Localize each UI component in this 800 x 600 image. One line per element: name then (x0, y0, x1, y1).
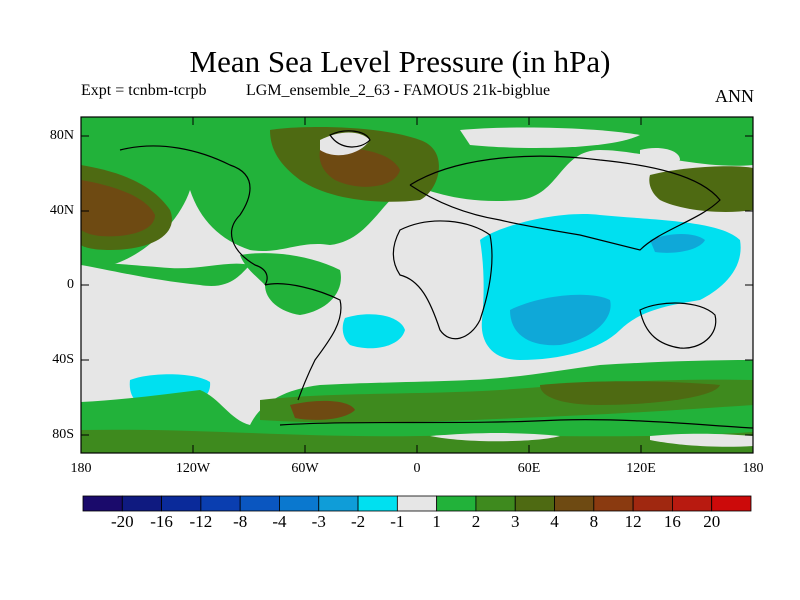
colorbar-swatch-8 (396, 495, 438, 512)
colorbar-swatch-5 (279, 495, 320, 512)
colorbar-label-6: -2 (350, 512, 366, 531)
positive-2-north (81, 117, 753, 267)
colorbar-label-14: 16 (663, 512, 681, 531)
colorbar-swatch-9 (436, 495, 477, 512)
lon-label-120w: 120W (175, 461, 211, 476)
colorbar-label-12: 8 (589, 512, 599, 531)
positive-2-epacific (81, 262, 250, 286)
neutral-patch-ne (640, 148, 680, 166)
colorbar-label-11: 4 (550, 512, 559, 531)
colorbar-swatch-2 (161, 495, 202, 512)
negative-2-wpacific (650, 234, 705, 253)
lon-ticks (192, 117, 642, 453)
colorbar-label-2: -12 (189, 512, 213, 531)
lon-label-180e: 180 (742, 461, 764, 476)
colorbar-label-10: 3 (510, 512, 520, 531)
positive-4-asia (649, 166, 753, 212)
positive-8-natlantic (319, 148, 400, 187)
colorbar-label-8: 1 (432, 512, 441, 531)
colorbar-swatch-14 (632, 495, 673, 512)
colorbar-swatch-11 (514, 495, 555, 512)
lon-label-60w: 60W (291, 461, 319, 476)
colorbar-swatch-4 (239, 495, 280, 512)
colorbar-swatch-16 (711, 495, 752, 512)
positive-4-southern-east (540, 381, 720, 405)
lon-label-0: 0 (413, 461, 421, 476)
north-america-coast (119, 145, 268, 286)
lat-label-0: 0 (67, 277, 74, 292)
colorbar (82, 495, 752, 512)
pressure-field (81, 117, 753, 453)
south-america-coast (264, 283, 342, 401)
colorbar-swatch-3 (200, 495, 241, 512)
lon-label-180w: 180 (70, 461, 92, 476)
colorbar-swatch-1 (121, 495, 162, 512)
greenland-coast (329, 130, 371, 148)
neutral-antarctic-patch (430, 433, 560, 442)
season-label: ANN (715, 86, 754, 106)
colorbar-label-7: -1 (390, 512, 405, 531)
colorbar-label-3: -8 (233, 512, 248, 531)
experiment-label: Expt = tcnbm-tcrpb (81, 82, 207, 99)
coastlines (119, 130, 753, 429)
lat-label-40n: 40N (49, 203, 74, 218)
australia-coast (639, 302, 717, 349)
colorbar-label-4: -4 (272, 512, 287, 531)
neutral-antarctic-patch-east (650, 433, 753, 447)
africa-coast (392, 220, 493, 340)
colorbar-swatch-12 (554, 495, 595, 512)
positive-8-southern-west (290, 400, 355, 420)
colorbar-swatch-15 (672, 495, 713, 512)
positive-8-npacific (81, 180, 155, 237)
positive-3-antarctic (81, 429, 753, 453)
colorbar-label-0: -20 (110, 512, 134, 531)
colorbar-label-5: -3 (311, 512, 326, 531)
lat-label-80s: 80S (52, 427, 74, 442)
lat-label-40s: 40S (52, 352, 74, 367)
eurasia-coast (409, 155, 721, 251)
neutral-siberia-patch (460, 127, 640, 148)
colorbar-label-15: 20 (703, 512, 721, 531)
map-title: Mean Sea Level Pressure (in hPa) (189, 44, 611, 79)
colorbar-swatch-0 (82, 495, 123, 512)
colorbar-label-1: -16 (150, 512, 173, 531)
antarctica-coast (279, 419, 753, 429)
negative-1-satlantic (342, 314, 405, 349)
lat-ticks (81, 135, 753, 436)
run-label: LGM_ensemble_2_63 - FAMOUS 21k-bigblue (246, 82, 551, 99)
lat-label-80n: 80N (49, 128, 74, 143)
colorbar-swatch-7 (357, 495, 398, 512)
colorbar-label-9: 2 (471, 512, 481, 531)
negative-2-indian (510, 294, 611, 346)
neutral-australia-patch (634, 313, 676, 343)
lon-label-120e: 120E (626, 461, 656, 476)
colorbar-swatch-6 (318, 495, 359, 512)
lon-label-60e: 60E (517, 461, 541, 476)
colorbar-swatch-10 (475, 495, 516, 512)
colorbar-label-13: 12 (624, 512, 642, 531)
colorbar-swatch-13 (593, 495, 634, 512)
